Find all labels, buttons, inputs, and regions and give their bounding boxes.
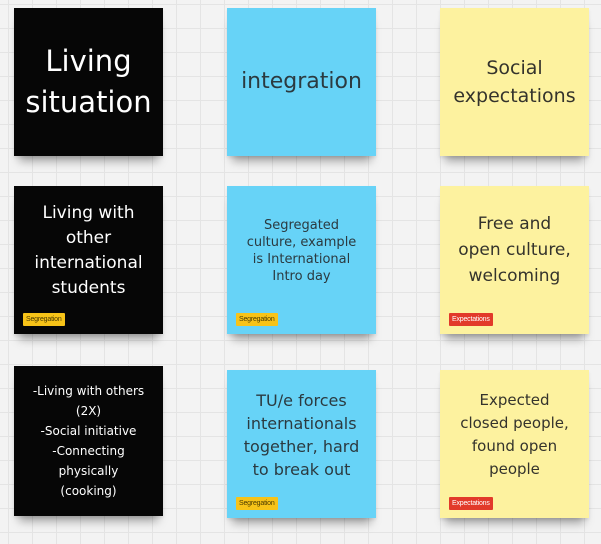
- sticky-note-free-open-culture[interactable]: Free and open culture, welcoming Expecta…: [440, 186, 589, 334]
- note-text: Living situation: [25, 44, 152, 119]
- sticky-note-segregated-culture[interactable]: Segregated culture, example is Internati…: [227, 186, 376, 334]
- note-text: Free and open culture, welcoming: [458, 214, 571, 286]
- note-text: Social expectations: [453, 57, 576, 107]
- note-text: integration: [241, 69, 362, 94]
- sticky-note-social-expectations[interactable]: Social expectations: [440, 8, 589, 156]
- segregation-tag: Segregation: [236, 313, 278, 326]
- note-text: Segregated culture, example is Internati…: [246, 218, 357, 284]
- sticky-note-living-situation[interactable]: Living situation: [14, 8, 163, 156]
- note-text: -Living with others (2X) -Social initiat…: [32, 384, 145, 498]
- sticky-note-expected-closed[interactable]: Expected closed people, found open peopl…: [440, 370, 589, 518]
- sticky-note-living-with-others[interactable]: -Living with others (2X) -Social initiat…: [14, 366, 163, 516]
- sticky-note-tue-forces[interactable]: TU/e forces internationals together, har…: [227, 370, 376, 518]
- sticky-note-integration[interactable]: integration: [227, 8, 376, 156]
- segregation-tag: Segregation: [236, 497, 278, 510]
- segregation-tag: Segregation: [23, 313, 65, 326]
- note-text: Living with other international students: [34, 203, 143, 298]
- expectations-tag: Expectations: [449, 497, 493, 510]
- note-text: Expected closed people, found open peopl…: [460, 391, 569, 478]
- sticky-note-living-with-international[interactable]: Living with other international students…: [14, 186, 163, 334]
- expectations-tag: Expectations: [449, 313, 493, 326]
- note-text: TU/e forces internationals together, har…: [243, 391, 360, 479]
